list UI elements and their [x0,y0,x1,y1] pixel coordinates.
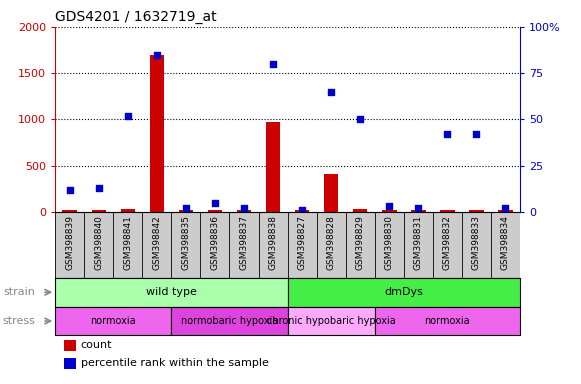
Point [210,200,220,206]
Text: GSM398828: GSM398828 [327,215,336,270]
Text: GSM398838: GSM398838 [268,215,278,270]
Bar [63,210,77,212]
Text: GSM398841: GSM398841 [123,215,132,270]
Point [356,116,365,122]
Bar [55,278,288,307]
Bar [288,278,520,307]
Text: GSM398837: GSM398837 [239,215,249,270]
Text: GSM398842: GSM398842 [152,215,162,270]
Bar [150,55,164,212]
Bar [92,210,106,212]
Bar [375,307,520,336]
Bar [469,210,483,212]
Text: GSM398827: GSM398827 [297,215,307,270]
Text: GDS4201 / 1632719_at: GDS4201 / 1632719_at [55,10,217,25]
Bar [411,210,425,212]
Point [94,185,103,191]
Point [385,204,394,210]
Text: GSM398833: GSM398833 [472,215,481,270]
Bar [171,307,288,336]
Text: GSM398840: GSM398840 [94,215,103,270]
Bar [382,210,397,212]
Text: GSM398830: GSM398830 [385,215,394,270]
Bar [55,307,171,336]
Text: chronic hypobaric hypoxia: chronic hypobaric hypoxia [267,316,396,326]
Bar [440,210,454,212]
Bar [288,307,375,336]
Point [268,61,278,67]
Text: stress: stress [2,316,35,326]
Point [327,89,336,95]
Text: normoxia: normoxia [91,316,136,326]
Point [414,205,423,211]
Bar [237,210,251,212]
Point [297,207,307,213]
Bar [179,210,193,212]
Text: count: count [81,341,112,351]
Bar [266,122,280,212]
Text: normoxia: normoxia [425,316,470,326]
Bar [295,210,309,212]
Text: GSM398829: GSM398829 [356,215,365,270]
Point [472,131,481,137]
Point [443,131,452,137]
Point [501,205,510,211]
Bar [324,174,338,212]
Text: GSM398834: GSM398834 [501,215,510,270]
Text: strain: strain [3,287,35,297]
Text: normobaric hypoxia: normobaric hypoxia [181,316,278,326]
Bar [208,210,223,212]
Point [239,205,249,211]
Text: dmDys: dmDys [385,287,423,297]
Text: GSM398839: GSM398839 [65,215,74,270]
Text: wild type: wild type [146,287,197,297]
Text: percentile rank within the sample: percentile rank within the sample [81,358,268,368]
Point [181,205,191,211]
Bar [64,358,76,369]
Bar [64,340,76,351]
Bar [353,209,367,212]
Text: GSM398835: GSM398835 [181,215,191,270]
Text: GSM398836: GSM398836 [210,215,220,270]
Bar [498,210,512,212]
Point [123,113,132,119]
Point [152,51,162,58]
Text: GSM398832: GSM398832 [443,215,452,270]
Bar [121,209,135,212]
Point [65,187,74,193]
Text: GSM398831: GSM398831 [414,215,423,270]
